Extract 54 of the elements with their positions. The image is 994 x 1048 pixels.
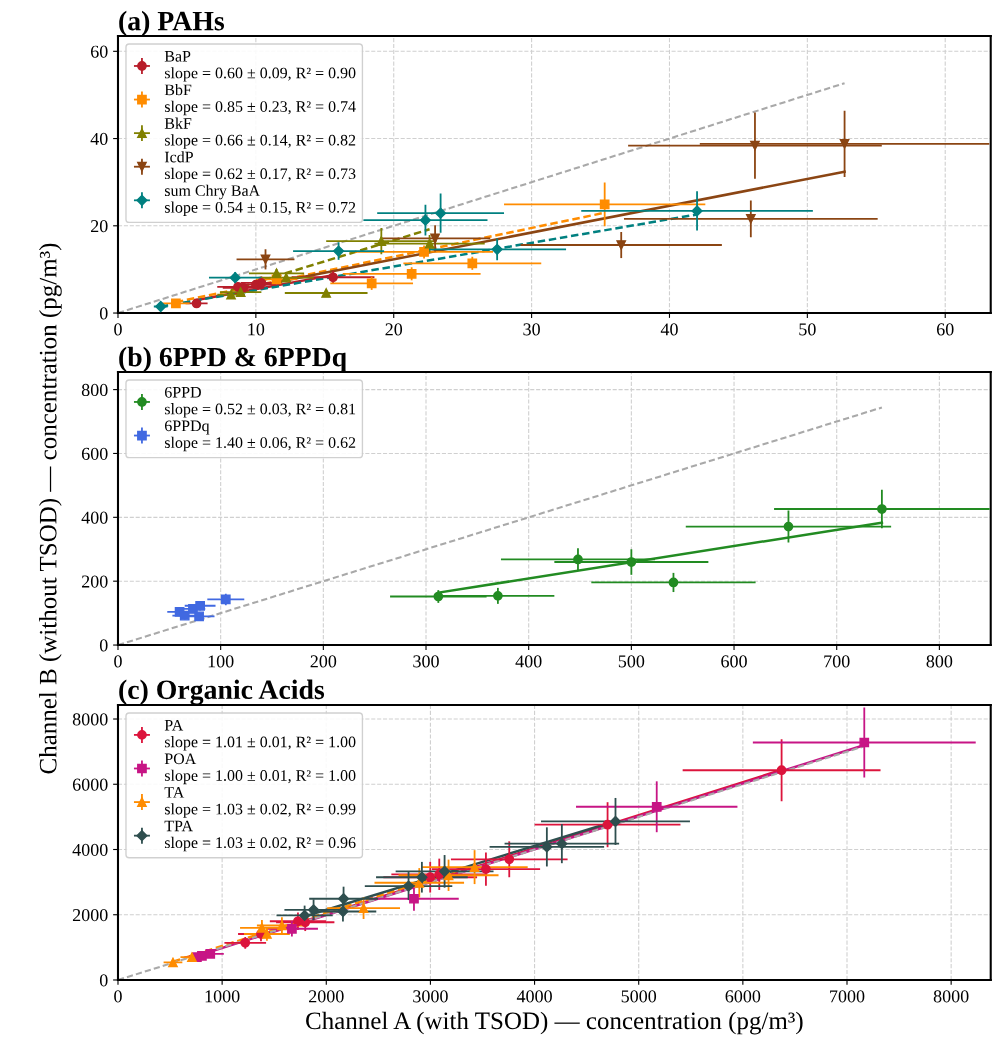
y-tick-label: 0: [99, 639, 108, 652]
chart-title: (c) Organic Acids: [119, 679, 325, 705]
y-tick-label: 6000: [72, 778, 108, 791]
x-tick-label: 60: [936, 323, 954, 336]
chart-title: (a) PAHs: [119, 10, 225, 37]
legend-label: PA slope = 1.01 ± 0.01, R² = 1.00: [164, 719, 356, 751]
y-tick-label: 200: [81, 575, 108, 588]
x-tick-label: 0: [114, 990, 122, 1003]
x-tick-label: 5000: [621, 990, 657, 1003]
x-tick-label: 20: [385, 323, 403, 336]
chart-title: (b) 6PPD & 6PPDq: [119, 346, 347, 373]
x-tick-label: 4000: [516, 990, 552, 1003]
y-axis-title: Channel B (without TSOD) — concentration (pg/m³): [39, 243, 62, 774]
y-tick-label: 800: [81, 383, 108, 397]
y-tick-label: 60: [90, 45, 108, 58]
legend-label: 6PPD slope = 0.52 ± 0.03, R² = 0.81: [164, 386, 356, 418]
x-tick-label: 8000: [933, 990, 969, 1003]
legend-label: 6PPDq slope = 1.40 ± 0.06, R² = 0.62: [164, 420, 356, 452]
legend-label: TA slope = 1.03 ± 0.02, R² = 0.99: [164, 787, 356, 818]
y-tick-label: 20: [91, 220, 108, 233]
x-tick-label: 3000: [413, 990, 448, 1003]
x-tick-label: 400: [515, 655, 542, 668]
legend-label: BkF slope = 0.66 ± 0.14, R² = 0.82: [164, 117, 356, 149]
legend-label: BbF slope = 0.85 ± 0.23, R² = 0.74: [164, 84, 356, 116]
x-tick-label: 30: [523, 323, 540, 336]
x-tick-label: 50: [799, 323, 816, 336]
legend-label: BaP slope = 0.60 ± 0.09, R² = 0.90: [164, 51, 356, 82]
x-tick-label: 0: [114, 655, 122, 668]
legend-label: TPA slope = 1.03 ± 0.02, R² = 0.96: [164, 820, 356, 852]
x-tick-label: 500: [618, 655, 645, 668]
x-tick-label: 1000: [205, 990, 240, 1003]
x-tick-label: 2000: [309, 990, 344, 1003]
y-tick-label: 0: [99, 974, 108, 987]
y-tick-label: 8000: [72, 713, 108, 726]
x-tick-label: 200: [310, 655, 337, 668]
x-axis-title: Channel A (with TSOD) — concentration (pg/m³): [306, 1011, 803, 1035]
y-tick-label: 600: [81, 447, 108, 460]
x-tick-label: 600: [721, 655, 747, 668]
x-tick-label: 100: [208, 655, 234, 668]
x-tick-label: 10: [248, 323, 265, 336]
x-tick-label: 0: [114, 323, 122, 336]
x-tick-label: 40: [660, 323, 678, 336]
x-tick-label: 6000: [725, 990, 761, 1003]
legend-label: sum Chry BaA slope = 0.54 ± 0.15, R² = 0.72: [164, 184, 356, 216]
y-tick-label: 2000: [72, 909, 108, 922]
x-tick-label: 300: [413, 655, 439, 668]
y-tick-label: 4000: [72, 843, 108, 856]
y-tick-label: 0: [99, 307, 108, 320]
y-tick-label: 400: [81, 511, 108, 524]
x-tick-label: 7000: [830, 990, 865, 1003]
y-tick-label: 40: [90, 132, 108, 145]
legend-label: POA slope = 1.00 ± 0.01, R² = 1.00: [164, 753, 356, 785]
x-tick-label: 700: [824, 655, 850, 668]
x-tick-label: 800: [926, 655, 953, 668]
